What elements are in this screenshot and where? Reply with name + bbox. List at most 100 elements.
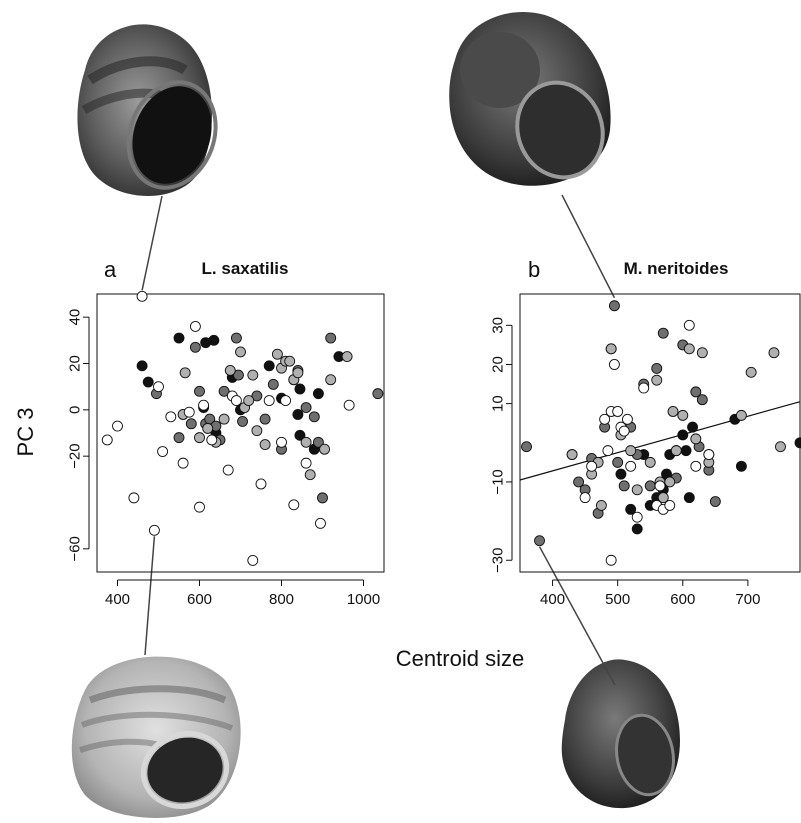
x-axis-title: Centroid size xyxy=(396,646,524,671)
data-point xyxy=(101,434,113,446)
data-point xyxy=(638,382,650,394)
points-b xyxy=(521,300,801,566)
data-point xyxy=(189,341,201,353)
data-point xyxy=(657,492,669,504)
data-point xyxy=(690,433,702,445)
data-point xyxy=(703,449,715,460)
data-point xyxy=(267,378,279,390)
y-tick-label: 20 xyxy=(67,355,84,372)
data-point xyxy=(271,348,283,360)
x-tick-label: 600 xyxy=(187,591,212,608)
data-point xyxy=(579,492,591,504)
data-point xyxy=(372,388,384,400)
data-point xyxy=(173,432,185,444)
data-point xyxy=(683,319,695,331)
data-point xyxy=(599,413,611,425)
data-point xyxy=(292,409,304,420)
data-point xyxy=(621,413,633,425)
data-point xyxy=(735,460,747,472)
data-point xyxy=(235,346,246,358)
data-point xyxy=(202,422,214,434)
x-tick-label: 800 xyxy=(269,591,294,608)
data-point xyxy=(631,511,643,523)
data-point xyxy=(243,395,255,407)
data-point xyxy=(325,374,337,386)
data-point xyxy=(644,456,656,468)
data-point xyxy=(218,413,230,425)
data-point xyxy=(263,395,275,407)
axes-a: 400 600 800 1000 −60 −20 0 20 40 xyxy=(67,309,381,608)
y-tick-label: 20 xyxy=(490,356,507,373)
panel-title-a: L. saxatilis xyxy=(202,259,289,278)
data-point xyxy=(664,499,676,511)
data-point xyxy=(343,399,355,411)
data-point xyxy=(312,388,324,400)
data-point xyxy=(317,492,328,504)
data-point xyxy=(315,517,326,529)
data-point xyxy=(198,399,210,411)
data-point xyxy=(775,441,786,453)
data-point xyxy=(230,395,242,407)
data-point xyxy=(677,429,689,441)
data-point xyxy=(251,425,263,437)
data-point xyxy=(605,554,617,566)
y-tick-label: −10 xyxy=(490,469,507,494)
data-point xyxy=(157,446,169,457)
data-point xyxy=(605,343,617,355)
plot-frame-a xyxy=(96,293,385,573)
data-point xyxy=(292,367,304,379)
data-point xyxy=(148,524,160,536)
data-point xyxy=(153,381,164,393)
y-tick-label: 10 xyxy=(490,395,507,412)
data-point xyxy=(680,445,692,457)
data-point xyxy=(625,460,637,472)
data-point xyxy=(294,383,306,395)
data-point xyxy=(745,366,757,378)
y-tick-label: 0 xyxy=(67,406,84,414)
data-point xyxy=(667,406,679,417)
data-point xyxy=(128,492,140,504)
data-point xyxy=(259,413,271,425)
data-point xyxy=(255,478,267,490)
data-point xyxy=(794,437,801,449)
data-point xyxy=(284,355,296,367)
scatter-panel-b: b M. neritoides 400 500 600 700 −30 −10 10 20 30 xyxy=(490,257,801,608)
trend-line xyxy=(519,401,801,481)
connector-line xyxy=(538,546,616,686)
data-point xyxy=(300,457,312,469)
y-tick-label: 30 xyxy=(490,317,507,334)
data-point xyxy=(136,360,148,372)
x-tick-label: 700 xyxy=(735,591,760,608)
connector-line xyxy=(561,194,616,299)
plot-frame-b xyxy=(519,293,801,573)
data-point xyxy=(112,420,123,432)
data-point xyxy=(208,334,220,346)
data-point xyxy=(183,406,195,418)
data-point xyxy=(300,402,312,413)
data-point xyxy=(276,436,287,448)
data-point xyxy=(218,385,230,397)
data-point xyxy=(573,476,585,488)
data-point xyxy=(224,365,236,376)
data-point xyxy=(189,320,201,332)
data-point xyxy=(251,390,263,402)
data-point xyxy=(237,415,249,427)
data-point xyxy=(308,411,320,423)
data-point xyxy=(325,332,337,344)
data-point xyxy=(300,436,312,448)
data-point xyxy=(696,347,708,359)
data-point xyxy=(677,409,689,421)
data-point xyxy=(586,460,598,472)
data-point xyxy=(165,411,177,423)
data-point xyxy=(259,439,271,451)
panel-title-b: M. neritoides xyxy=(624,259,729,278)
data-point xyxy=(304,469,316,481)
x-tick-label: 400 xyxy=(105,591,130,608)
data-point xyxy=(247,369,259,381)
data-point xyxy=(625,445,637,457)
data-point xyxy=(534,535,545,547)
data-point xyxy=(618,425,630,437)
data-point xyxy=(618,480,630,492)
data-point xyxy=(664,476,676,488)
connector-lines xyxy=(141,194,616,686)
